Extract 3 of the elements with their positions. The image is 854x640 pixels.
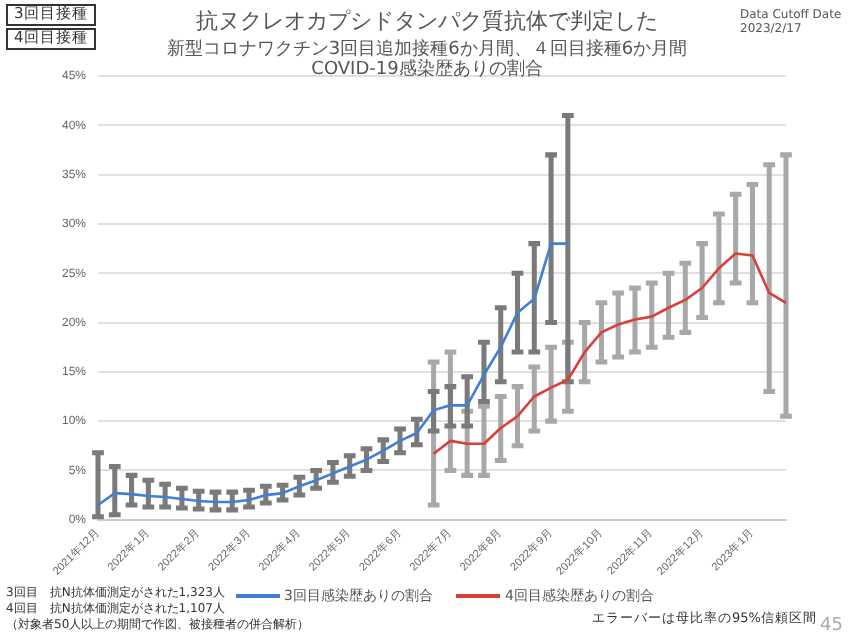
chart-title: 抗ヌクレオカプシドタンパク質抗体で判定した	[196, 8, 658, 34]
chart-subtitle: 新型コロナワクチン3回目追加接種6か月間、４回目接種6か月間 COVID-19感染歴ありの割合	[164, 40, 690, 82]
text: 45	[820, 616, 843, 637]
